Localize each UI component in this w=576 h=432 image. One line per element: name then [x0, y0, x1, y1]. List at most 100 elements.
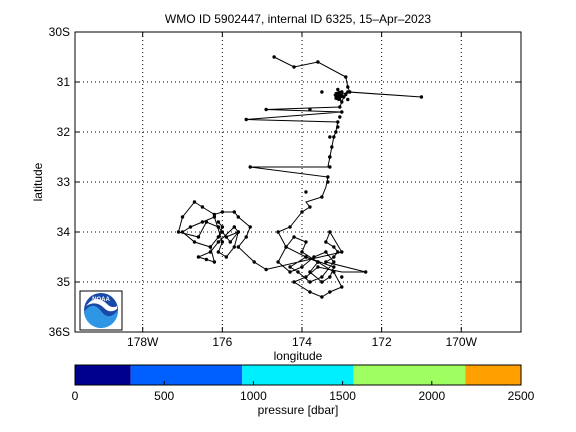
data-point	[320, 295, 324, 299]
colorbar	[75, 365, 521, 385]
data-point	[308, 205, 312, 209]
data-point	[204, 220, 209, 224]
data-point	[176, 230, 181, 234]
data-point	[208, 250, 213, 254]
data-point	[224, 255, 229, 259]
data-point	[344, 92, 348, 97]
data-point	[344, 75, 348, 79]
data-point	[328, 230, 332, 234]
data-point	[196, 255, 201, 259]
data-point	[248, 165, 252, 169]
data-point	[336, 87, 340, 92]
data-point	[308, 280, 312, 284]
data-point	[276, 260, 280, 264]
y-axis-ticks: 30S 31 32 33 34 35 36S	[49, 25, 521, 339]
data-point	[288, 225, 292, 229]
data-point	[340, 250, 344, 254]
data-point	[304, 255, 308, 259]
points-layer	[176, 55, 424, 299]
data-point	[328, 165, 332, 169]
data-point	[336, 120, 340, 124]
data-point	[332, 260, 336, 264]
colorbar-tick-label: 1500	[329, 389, 356, 403]
data-point	[304, 240, 308, 244]
data-point	[252, 260, 256, 264]
data-point	[316, 260, 320, 264]
data-point	[340, 275, 344, 279]
data-point	[308, 290, 312, 294]
y-tick-label: 32	[57, 125, 71, 139]
data-point	[228, 240, 233, 244]
colorbar-tick-label: 1000	[240, 389, 267, 403]
y-tick-label: 35	[57, 275, 71, 289]
data-point	[342, 95, 346, 99]
data-point	[300, 265, 304, 269]
data-point	[419, 95, 424, 99]
data-point	[300, 250, 304, 254]
data-point	[272, 55, 276, 59]
data-point	[244, 117, 248, 122]
data-point	[200, 220, 205, 224]
data-point	[332, 270, 336, 274]
data-point	[336, 250, 340, 254]
data-point	[216, 220, 221, 224]
data-point	[244, 235, 248, 239]
data-point	[292, 65, 296, 69]
data-point	[326, 180, 330, 184]
data-point	[346, 97, 350, 102]
data-point	[200, 205, 205, 209]
data-point	[232, 210, 236, 214]
data-point	[216, 240, 221, 244]
data-point	[204, 257, 209, 262]
y-tick-label: 34	[57, 225, 71, 239]
data-point	[332, 255, 336, 259]
data-point	[188, 225, 193, 229]
data-point	[212, 260, 217, 264]
data-point	[324, 240, 328, 244]
data-point	[232, 225, 236, 229]
data-point	[330, 145, 334, 149]
data-point	[346, 90, 350, 94]
data-point	[220, 230, 225, 234]
data-point	[276, 230, 280, 234]
data-point	[232, 245, 236, 249]
data-point	[340, 90, 344, 94]
data-point	[248, 225, 252, 229]
data-point	[236, 245, 240, 249]
data-point	[332, 265, 336, 269]
data-point	[332, 135, 336, 139]
data-point	[324, 250, 328, 254]
data-point	[288, 265, 292, 269]
data-point	[320, 90, 324, 94]
data-point	[264, 267, 268, 272]
x-axis-ticks: 178W 176 174 172 170W	[127, 32, 478, 349]
data-point	[216, 250, 221, 254]
data-point	[296, 270, 300, 274]
data-point	[340, 285, 344, 289]
data-point	[224, 235, 229, 239]
x-tick-label: 170W	[446, 335, 478, 349]
svg-text:NOAA: NOAA	[92, 297, 110, 303]
data-point	[316, 60, 320, 64]
colorbar-label: pressure [dbar]	[258, 403, 339, 417]
data-point	[363, 270, 368, 274]
y-tick-label: 33	[57, 175, 71, 189]
colorbar-tick-label: 2500	[508, 389, 535, 403]
data-point	[212, 215, 217, 219]
track-cluster	[333, 90, 347, 102]
data-point	[346, 85, 350, 89]
data-point	[328, 155, 332, 159]
data-point	[220, 225, 225, 229]
data-point	[316, 265, 320, 269]
data-point	[328, 275, 332, 279]
colorbar-frame	[74, 364, 522, 386]
data-point	[208, 245, 213, 249]
data-point	[308, 270, 312, 274]
data-point	[292, 280, 296, 284]
data-point	[320, 280, 324, 284]
data-point	[212, 212, 217, 217]
data-point	[332, 245, 336, 249]
y-tick-label: 30S	[49, 25, 70, 39]
colorbar-ticks: 0 500 1000 1500 2000 2500	[72, 381, 535, 403]
data-point	[292, 235, 296, 239]
